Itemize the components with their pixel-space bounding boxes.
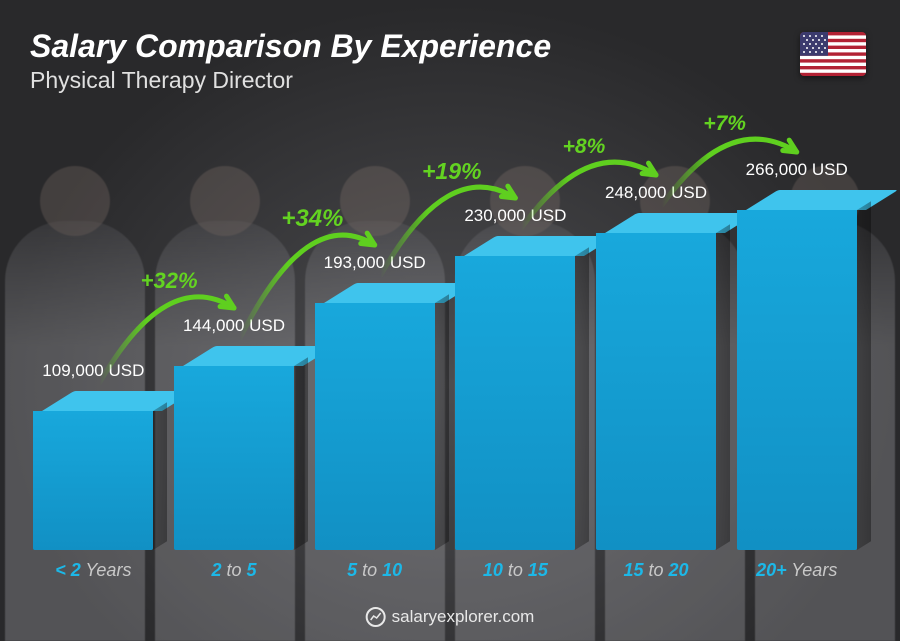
bar-value-label: 193,000 USD <box>324 253 426 273</box>
bar <box>33 391 153 550</box>
increase-pct-label: +32% <box>141 268 198 294</box>
bar-x-label: 5 to 10 <box>347 560 402 581</box>
bar-value-label: 230,000 USD <box>464 206 566 226</box>
chart-container: Salary Comparison By Experience Physical… <box>0 0 900 641</box>
bar <box>455 236 575 550</box>
bar-value-label: 266,000 USD <box>746 160 848 180</box>
bar <box>315 283 435 550</box>
bar <box>596 213 716 550</box>
page-title: Salary Comparison By Experience <box>30 28 870 65</box>
bar-group: 266,000 USD 20+ Years <box>733 160 860 581</box>
increase-pct-label: +7% <box>703 112 746 136</box>
bar-value-label: 248,000 USD <box>605 183 707 203</box>
bar-group: 230,000 USD 10 to 15 <box>452 206 579 581</box>
bar-group: 144,000 USD 2 to 5 <box>171 316 298 581</box>
bar-value-label: 109,000 USD <box>42 361 144 381</box>
bar-x-label: 2 to 5 <box>211 560 256 581</box>
bar-x-label: 15 to 20 <box>623 560 688 581</box>
logo-icon <box>366 607 386 627</box>
bar-x-label: 10 to 15 <box>483 560 548 581</box>
bar-value-label: 144,000 USD <box>183 316 285 336</box>
increase-pct-label: +8% <box>563 135 606 159</box>
footer: salaryexplorer.com <box>366 607 535 627</box>
bar-group: 248,000 USD 15 to 20 <box>593 183 720 581</box>
bar-x-label: < 2 Years <box>55 560 131 581</box>
flag-icon <box>800 32 866 76</box>
header: Salary Comparison By Experience Physical… <box>30 28 870 94</box>
page-subtitle: Physical Therapy Director <box>30 67 870 94</box>
bar-group: 193,000 USD 5 to 10 <box>311 253 438 581</box>
bar-group: 109,000 USD < 2 Years <box>30 361 157 581</box>
increase-pct-label: +34% <box>281 205 343 233</box>
bar <box>174 346 294 550</box>
bar <box>737 190 857 550</box>
bar-chart: 109,000 USD < 2 Years 144,000 USD 2 to 5 193… <box>30 121 860 581</box>
increase-pct-label: +19% <box>422 158 481 185</box>
bar-x-label: 20+ Years <box>756 560 837 581</box>
footer-text: salaryexplorer.com <box>392 607 535 627</box>
